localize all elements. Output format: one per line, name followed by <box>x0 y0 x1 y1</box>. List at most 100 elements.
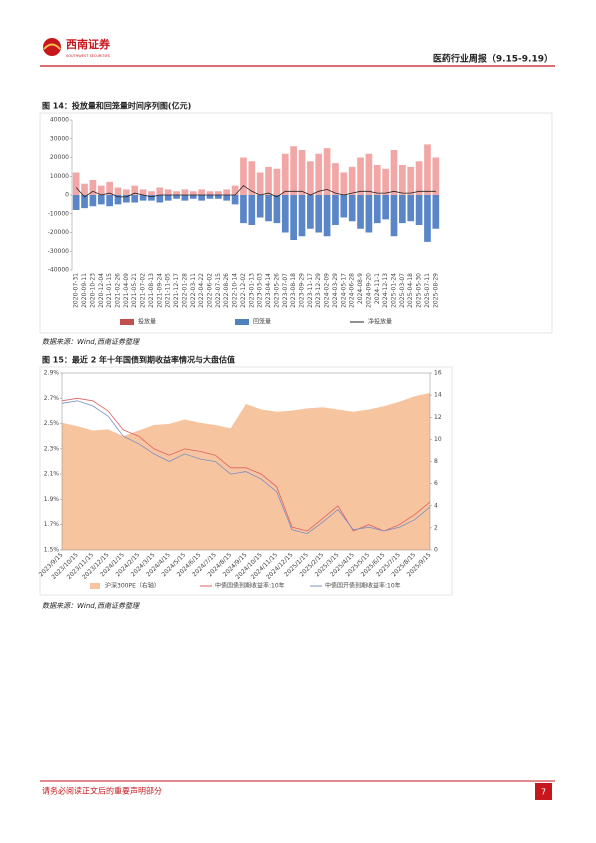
bar <box>181 195 189 201</box>
figure-source: 数据来源：Wind,西南证券整理 <box>42 602 140 610</box>
bar <box>390 150 398 195</box>
bar <box>181 189 189 195</box>
bar <box>206 191 214 195</box>
x-tick-label: 2025-01-24 <box>391 273 398 308</box>
y-tick-label: 2.5% <box>44 420 60 427</box>
bar <box>424 144 431 195</box>
x-tick-label: 2021-08-13 <box>148 273 155 308</box>
y-tick-label: 1.5% <box>44 547 60 554</box>
bar <box>240 195 247 224</box>
bar <box>373 165 381 195</box>
bar <box>382 168 389 195</box>
y-tick-label: -10000 <box>48 210 69 217</box>
y2-tick-label: 14 <box>434 392 442 399</box>
report-title: 医药行业周报（9.15-9.19） <box>433 53 553 65</box>
bar <box>89 195 97 207</box>
x-tick-label: 2025-07-11 <box>424 273 431 308</box>
bar <box>223 195 231 201</box>
bar <box>357 195 364 229</box>
bar <box>424 195 431 242</box>
legend-label: 净投放量 <box>368 318 392 326</box>
y-tick-label: 2.7% <box>44 395 60 402</box>
bar <box>332 163 339 195</box>
bar <box>114 195 122 205</box>
x-tick-label: 2021-01-15 <box>106 273 113 308</box>
x-tick-label: 2024-05-17 <box>340 273 347 308</box>
y2-tick-label: 2 <box>434 524 438 531</box>
x-tick-label: 2024-02-09 <box>324 273 331 308</box>
bar <box>348 166 356 195</box>
bar <box>97 195 105 205</box>
bar <box>206 195 214 199</box>
bar <box>106 181 113 195</box>
x-tick-label: 2022-08-26 <box>223 273 230 308</box>
y-tick-label: 30000 <box>50 135 69 142</box>
x-tick-label: 2021-07-02 <box>140 273 147 308</box>
x-tick-label: 2025-03-07 <box>399 273 406 308</box>
x-tick-label: 2024-03-29 <box>332 273 339 308</box>
x-tick-label: 2022-12-02 <box>240 273 247 308</box>
bar <box>114 187 122 195</box>
figure-caption: 图 15：最近 2 年十年国债到期收益率情况与大盘估值 <box>42 355 235 365</box>
x-tick-label: 2021-05-21 <box>131 273 138 308</box>
y-tick-label: 2.1% <box>44 471 60 478</box>
bar <box>173 191 180 195</box>
bar <box>215 191 222 195</box>
figure-frame <box>39 112 553 334</box>
x-tick-label: 2025-05-30 <box>416 273 423 308</box>
x-tick-label: 2023-12-29 <box>315 273 322 308</box>
bar <box>357 157 364 195</box>
y-tick-label: 1.7% <box>44 521 60 528</box>
x-tick-label: 2023-05-26 <box>273 273 280 308</box>
y-tick-label: 0 <box>65 192 69 199</box>
bar <box>256 195 264 218</box>
bar <box>89 180 97 195</box>
bar <box>265 195 272 222</box>
bar <box>72 195 80 210</box>
footer-notice: 请务必阅读正文后的重要声明部分 <box>42 786 162 796</box>
bar <box>399 195 406 224</box>
x-tick-label: 2024-12-13 <box>382 273 389 308</box>
bar <box>298 195 306 237</box>
bar <box>106 195 113 207</box>
x-tick-label: 2022-07-15 <box>215 273 222 308</box>
x-tick-label: 2020-09-11 <box>81 273 88 308</box>
bar <box>156 187 164 195</box>
y-tick-label: 40000 <box>50 117 69 124</box>
bar <box>390 195 398 237</box>
bar <box>265 166 272 195</box>
bar <box>215 195 222 199</box>
bar <box>399 165 406 195</box>
bar <box>290 195 297 240</box>
y2-tick-label: 6 <box>434 480 438 487</box>
bar <box>148 195 155 201</box>
bar <box>248 161 256 195</box>
bar <box>198 189 205 195</box>
bar <box>139 189 147 195</box>
bar <box>307 161 314 195</box>
legend-label: 沪深300PE（右轴） <box>105 582 160 590</box>
bar <box>307 195 314 229</box>
x-tick-label: 2021-04-09 <box>123 273 130 308</box>
bar <box>323 148 331 195</box>
x-tick-label: 2020-10-23 <box>89 273 96 308</box>
bar <box>432 195 440 229</box>
y-tick-label: 2.9% <box>44 370 60 377</box>
bar <box>131 185 139 195</box>
bar <box>72 172 80 195</box>
bar <box>273 168 281 195</box>
logo-mark <box>43 38 61 56</box>
x-tick-label: 2025-04-18 <box>407 273 414 308</box>
bar <box>189 195 197 199</box>
bar <box>407 166 415 195</box>
bar <box>164 195 172 201</box>
x-tick-label: 2024-06-28 <box>349 273 356 308</box>
bar <box>81 195 88 209</box>
bar <box>382 195 389 220</box>
bar <box>298 150 306 195</box>
bar <box>407 195 415 222</box>
bar <box>148 191 155 195</box>
x-tick-label: 2022-10-14 <box>232 273 239 308</box>
bar <box>123 195 130 203</box>
bar <box>432 157 440 195</box>
